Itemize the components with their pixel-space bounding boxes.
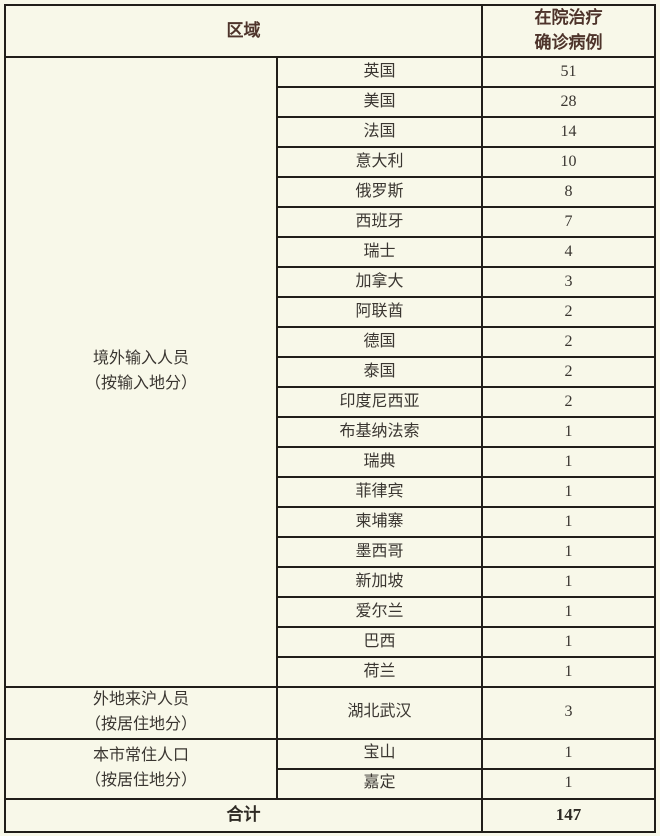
place-cell: 美国 <box>276 86 483 118</box>
table-row: 本市常住人口 （按居住地分） 宝山 1 <box>4 737 656 800</box>
cases-cell: 10 <box>481 146 656 178</box>
region-column-header: 区域 <box>4 4 483 58</box>
cases-cell: 1 <box>481 416 656 448</box>
group-label: 境外输入人员 （按输入地分） <box>4 56 278 688</box>
cases-cell: 4 <box>481 236 656 268</box>
table-row: 俄罗斯 8 <box>5 176 656 208</box>
cases-cell: 1 <box>481 656 656 688</box>
cases-cell: 3 <box>481 686 656 740</box>
place-cell: 湖北武汉 <box>276 686 483 740</box>
place-cell: 荷兰 <box>276 656 483 688</box>
place-cell: 瑞典 <box>276 446 483 478</box>
place-cell: 墨西哥 <box>276 536 483 568</box>
table-row: 阿联酋 2 <box>5 296 656 328</box>
total-value: 147 <box>481 797 656 833</box>
place-cell: 法国 <box>276 116 483 148</box>
place-cell: 柬埔寨 <box>276 506 483 538</box>
place-cell: 新加坡 <box>276 566 483 598</box>
cases-cell: 51 <box>481 56 656 88</box>
cases-cell: 1 <box>481 476 656 508</box>
table-row: 法国 14 <box>5 116 656 148</box>
header-row: 区域 在院治疗 确诊病例 <box>4 4 656 58</box>
table-row: 柬埔寨 1 <box>5 506 656 538</box>
group-label-line2: （按居住地分） <box>84 771 197 789</box>
cases-cell: 2 <box>481 296 656 328</box>
cases-cell: 1 <box>481 767 656 800</box>
place-cell: 印度尼西亚 <box>276 386 483 418</box>
cases-header-line2: 确诊病例 <box>534 33 603 52</box>
cases-cell: 3 <box>481 266 656 298</box>
table-row: 印度尼西亚 2 <box>5 386 656 418</box>
place-cell: 巴西 <box>276 626 483 658</box>
table-row: 西班牙 7 <box>5 206 656 238</box>
place-cell: 嘉定 <box>276 767 483 800</box>
group-label: 本市常住人口 （按居住地分） <box>4 737 278 800</box>
table-body: 境外输入人员 （按输入地分） 英国 51 美国 28 法国 14 意大利 10 俄罗斯 8 西班牙 7 瑞士… <box>4 56 656 800</box>
place-cell: 菲律宾 <box>276 476 483 508</box>
cases-table: 区域 在院治疗 确诊病例 境外输入人员 （按输入地分） 英国 51 美国 28 法国 14 意大… <box>4 4 656 833</box>
cases-cell: 1 <box>481 536 656 568</box>
cases-cell: 14 <box>481 116 656 148</box>
place-cell: 爱尔兰 <box>276 596 483 628</box>
cases-header-line1: 在院治疗 <box>534 8 603 28</box>
total-label: 合计 <box>4 797 483 833</box>
table-row: 新加坡 1 <box>5 566 656 598</box>
table-row: 瑞士 4 <box>5 236 656 268</box>
cases-cell: 2 <box>481 386 656 418</box>
group-label-line1: 外地来沪人员 <box>92 691 189 708</box>
place-cell: 意大利 <box>276 146 483 178</box>
cases-cell: 2 <box>481 326 656 358</box>
group-label-line2: （按输入地分） <box>84 375 197 392</box>
cases-cell: 1 <box>481 506 656 538</box>
place-cell: 阿联酋 <box>276 296 483 328</box>
cases-cell: 2 <box>481 356 656 388</box>
total-row: 合计 147 <box>4 797 656 833</box>
table-row: 墨西哥 1 <box>5 536 656 568</box>
table-row: 加拿大 3 <box>5 266 656 298</box>
cases-cell: 1 <box>481 737 656 770</box>
table-row: 境外输入人员 （按输入地分） 英国 51 <box>4 56 656 688</box>
cases-cell: 28 <box>481 86 656 118</box>
place-cell: 俄罗斯 <box>276 176 483 208</box>
table-row: 菲律宾 1 <box>5 476 656 508</box>
place-cell: 泰国 <box>276 356 483 388</box>
table-row: 爱尔兰 1 <box>5 596 656 628</box>
place-cell: 英国 <box>276 56 483 88</box>
place-cell: 加拿大 <box>276 266 483 298</box>
table-row: 嘉定 1 <box>5 767 656 800</box>
table-row: 美国 28 <box>5 86 656 118</box>
cases-cell: 1 <box>481 566 656 598</box>
group-label-line1: 境外输入人员 <box>92 350 189 368</box>
table-row: 瑞典 1 <box>5 446 656 478</box>
place-cell: 德国 <box>276 326 483 358</box>
group-label: 外地来沪人员 （按居住地分） <box>4 686 278 740</box>
table-row: 荷兰 1 <box>5 656 656 688</box>
cases-cell: 8 <box>481 176 656 208</box>
table-row: 泰国 2 <box>5 356 656 388</box>
cases-cell: 1 <box>481 596 656 628</box>
table-row: 巴西 1 <box>5 626 656 658</box>
place-cell: 西班牙 <box>276 206 483 238</box>
group-label-line2: （按居住地分） <box>84 715 197 733</box>
table-row: 布基纳法索 1 <box>5 416 656 448</box>
cases-cell: 1 <box>481 446 656 478</box>
table-row: 外地来沪人员 （按居住地分） 湖北武汉 3 <box>4 686 656 740</box>
cases-cell: 1 <box>481 626 656 658</box>
place-cell: 瑞士 <box>276 236 483 268</box>
cases-cell: 7 <box>481 206 656 238</box>
cases-column-header: 在院治疗 确诊病例 <box>481 4 656 58</box>
table-row: 意大利 10 <box>5 146 656 178</box>
group-label-line1: 本市常住人口 <box>92 746 189 764</box>
place-cell: 布基纳法索 <box>276 416 483 448</box>
place-cell: 宝山 <box>276 737 483 770</box>
table-row: 德国 2 <box>5 326 656 358</box>
